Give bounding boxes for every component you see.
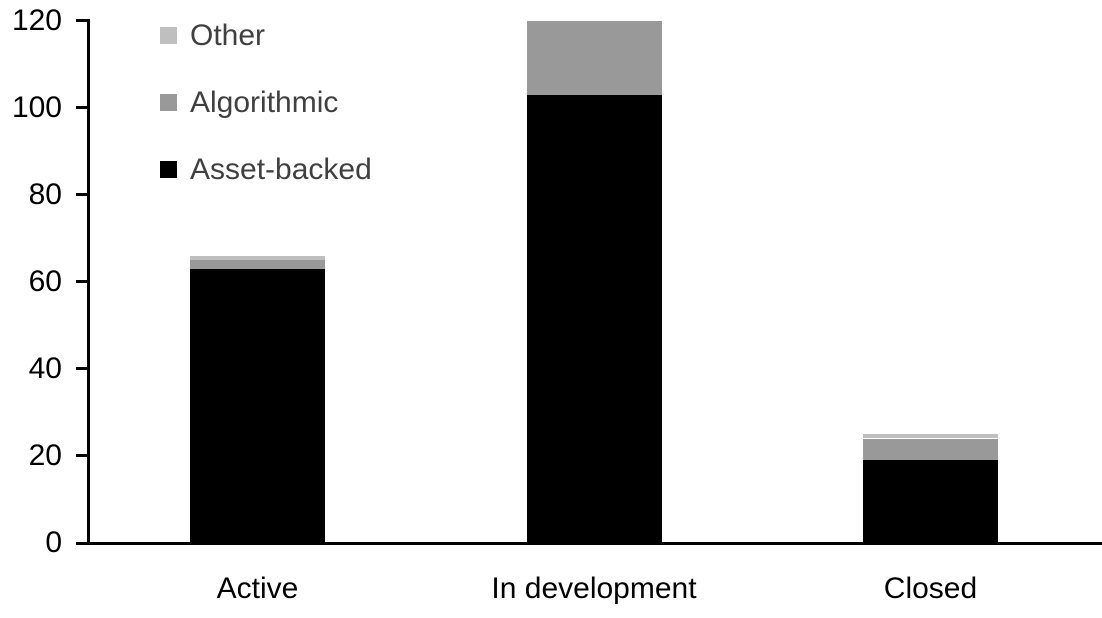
x-category-label: Closed	[883, 572, 978, 605]
legend-swatch-algorithmic	[160, 94, 177, 111]
x-category-label: In development	[491, 572, 697, 605]
y-tick-label: 120	[11, 3, 62, 37]
legend-label-asset-backed: Asset-backed	[190, 153, 372, 186]
y-tick-label: 60	[28, 264, 62, 298]
y-tick-mark	[76, 106, 90, 110]
y-axis-line	[86, 19, 90, 545]
bar-segment-asset-backed	[190, 268, 325, 543]
bar-segment-algorithmic	[863, 438, 998, 461]
y-tick-label: 0	[45, 526, 62, 559]
y-tick-label: 80	[28, 177, 62, 211]
bar-segment-other	[190, 255, 325, 260]
legend-label-algorithmic: Algorithmic	[190, 86, 339, 119]
bar-segment-asset-backed	[526, 94, 662, 543]
y-tick-mark	[76, 193, 90, 197]
y-tick-mark	[76, 367, 90, 371]
bar-segment-asset-backed	[863, 460, 998, 543]
y-tick-mark	[76, 280, 90, 284]
legend: Other Algorithmic Asset-backed	[160, 20, 372, 221]
legend-item: Other	[160, 20, 372, 51]
legend-swatch-other	[160, 27, 177, 44]
y-tick-mark	[76, 19, 90, 22]
bar-segment-algorithmic	[190, 259, 325, 269]
y-tick-label: 40	[28, 351, 62, 385]
legend-swatch-asset-backed	[160, 161, 177, 178]
x-category-label: Active	[216, 572, 299, 605]
y-tick-label: 20	[28, 438, 62, 472]
y-tick-label: 100	[11, 90, 62, 124]
legend-item: Asset-backed	[160, 154, 372, 185]
x-axis-line	[76, 541, 1102, 545]
bar-segment-other	[863, 434, 998, 439]
y-tick-mark	[76, 454, 90, 458]
bar-segment-algorithmic	[526, 20, 662, 95]
legend-label-other: Other	[190, 19, 266, 52]
legend-item: Algorithmic	[160, 87, 372, 118]
